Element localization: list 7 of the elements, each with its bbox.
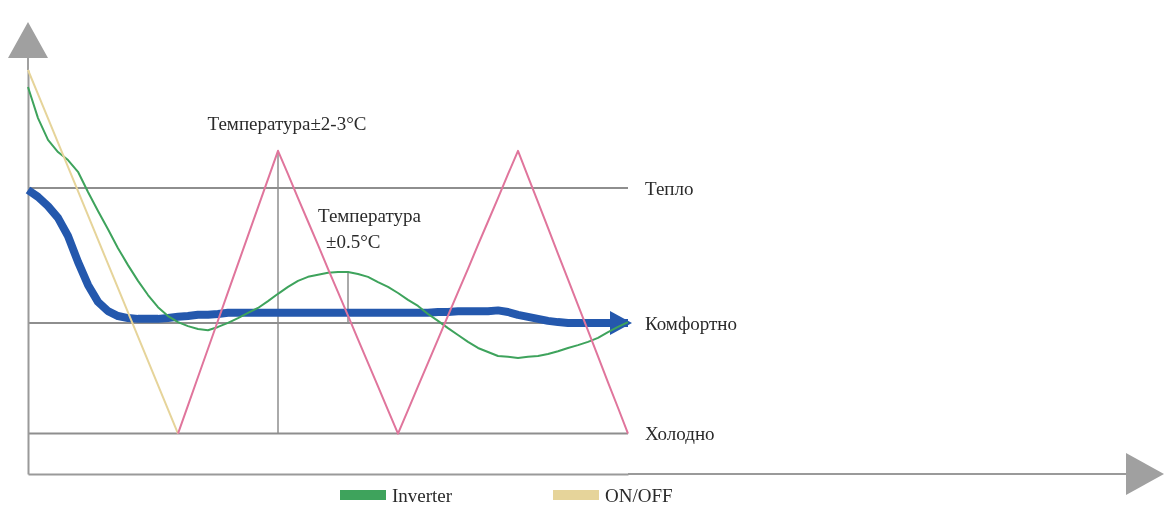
annotation: Температура±2-3°C (207, 113, 367, 134)
legend-label: Inverter (392, 484, 453, 506)
legend-label: ON/OFF (605, 484, 673, 506)
ref-line-label: Комфортно (645, 312, 737, 334)
ref-line-label: Тепло (645, 177, 694, 199)
annotation: Температура ±0.5°C (318, 205, 422, 252)
ref-line-label: Холодно (645, 423, 715, 445)
